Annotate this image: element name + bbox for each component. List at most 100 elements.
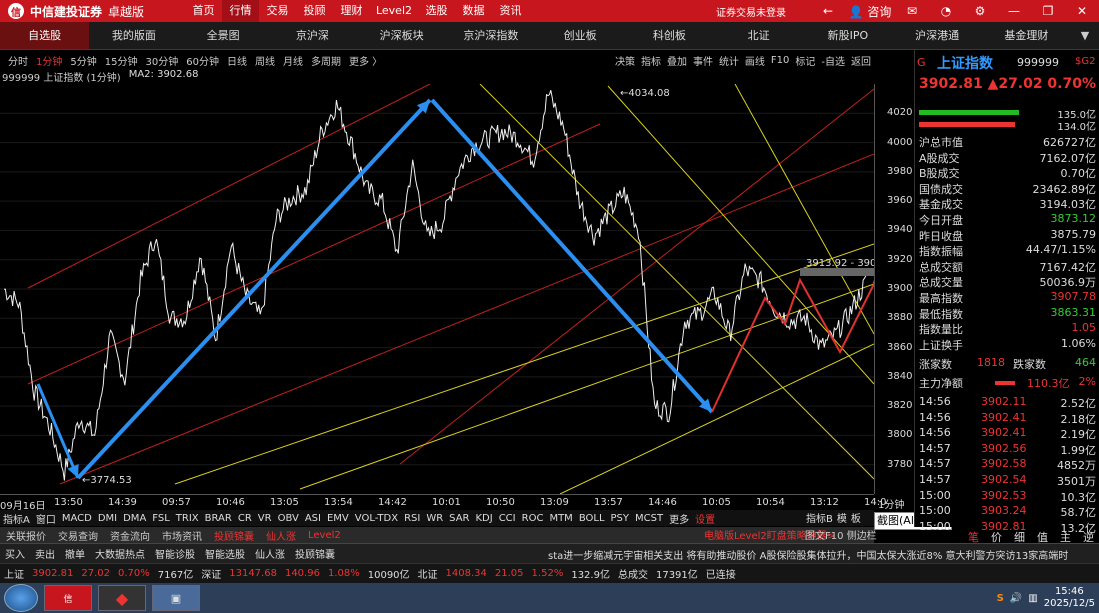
- main-menu-item[interactable]: 行情: [222, 0, 259, 22]
- indicator-tab[interactable]: RSI: [404, 512, 421, 524]
- chart-tool[interactable]: 决策: [615, 56, 635, 68]
- period-option[interactable]: 分时: [8, 56, 28, 68]
- main-menu-item[interactable]: 交易: [266, 4, 289, 17]
- period-option[interactable]: 日线: [226, 56, 247, 68]
- trade-tool[interactable]: 撤单: [65, 550, 85, 561]
- indicator-tab[interactable]: SAR: [449, 512, 470, 524]
- nav-tab[interactable]: 沪深港通: [915, 29, 960, 42]
- panel-tab[interactable]: 细: [1014, 531, 1025, 544]
- start-button-icon[interactable]: [4, 584, 38, 612]
- main-menu-item[interactable]: Level2: [375, 4, 413, 17]
- panel-tab[interactable]: 笔: [968, 531, 979, 544]
- nav-tab[interactable]: 科创板: [652, 29, 686, 42]
- indicator-tab[interactable]: 设置: [695, 514, 716, 526]
- nav-tab[interactable]: 沪深板块: [379, 29, 424, 42]
- notification-icon[interactable]: ◔: [940, 4, 952, 18]
- panel-tab[interactable]: 逆: [1083, 531, 1094, 544]
- indicator-tab[interactable]: DMI: [97, 512, 118, 524]
- nav-tab[interactable]: 自选股: [0, 22, 90, 49]
- bottom-tab[interactable]: 资金流向: [110, 531, 150, 543]
- indicator-right-tab[interactable]: 指标B: [806, 514, 833, 525]
- period-option[interactable]: 30分钟: [145, 56, 179, 68]
- period-option[interactable]: 1分钟: [36, 56, 63, 68]
- nav-tab[interactable]: 京沪深指数: [463, 29, 519, 42]
- indicator-tab[interactable]: BRAR: [204, 512, 232, 524]
- bottom-tab[interactable]: 关联报价: [6, 531, 46, 543]
- period-option[interactable]: 5分钟: [70, 56, 97, 68]
- indicator-tab[interactable]: CCI: [498, 512, 516, 524]
- indicator-tab[interactable]: DMA: [123, 512, 147, 524]
- main-menu-item[interactable]: 数据: [462, 4, 485, 17]
- chart-tool[interactable]: 统计: [718, 56, 739, 68]
- indicator-tab[interactable]: 窗口: [35, 514, 56, 526]
- mail-icon[interactable]: ✉: [906, 4, 918, 18]
- bottom-tab[interactable]: 仙人涨: [266, 531, 296, 543]
- period-option[interactable]: 多周期: [310, 56, 341, 68]
- indicator-tab[interactable]: 指标A: [3, 514, 30, 526]
- taskbar-app-red-icon[interactable]: ◆: [98, 585, 146, 611]
- nav-tab[interactable]: 全景图: [206, 29, 240, 42]
- nav-tab[interactable]: 基金理财: [1004, 29, 1049, 42]
- speaker-icon[interactable]: 🔊: [1009, 592, 1023, 604]
- chart-tool[interactable]: 叠加: [666, 56, 687, 68]
- indicator-tab[interactable]: MTM: [549, 512, 573, 524]
- indicator-tab[interactable]: 更多: [669, 514, 690, 526]
- panel-tab[interactable]: 价: [991, 531, 1002, 544]
- chart-tool[interactable]: 指标: [640, 56, 661, 68]
- indicator-tab[interactable]: PSY: [610, 512, 630, 524]
- nav-tab[interactable]: 创业板: [563, 29, 597, 42]
- chart-tool[interactable]: F10: [770, 54, 790, 66]
- settings-gear-icon[interactable]: ⚙: [974, 4, 986, 18]
- main-menu-item[interactable]: 投顾: [303, 4, 326, 17]
- indicator-tab[interactable]: WR: [426, 512, 444, 524]
- indicator-tab[interactable]: FSL: [152, 512, 170, 524]
- panel-tab[interactable]: 值: [1037, 531, 1048, 544]
- taskbar-app-citic-icon[interactable]: 信: [44, 585, 92, 611]
- main-menu-item[interactable]: 选股: [425, 4, 448, 17]
- indicator-tab[interactable]: ROC: [521, 512, 544, 524]
- main-menu-item[interactable]: 资讯: [499, 4, 522, 17]
- main-menu-item[interactable]: 理财: [340, 4, 363, 17]
- indicator-tab[interactable]: EMV: [326, 512, 349, 524]
- taskbar-app-image-icon[interactable]: ▣: [152, 585, 200, 611]
- chart-tool[interactable]: -自选: [821, 56, 845, 68]
- main-menu-item[interactable]: 首页: [192, 4, 215, 17]
- trade-tool[interactable]: 仙人涨: [255, 550, 285, 561]
- ime-icon[interactable]: S: [996, 592, 1004, 604]
- indicator-tab[interactable]: ASI: [304, 512, 321, 524]
- bottom-tab[interactable]: Level2: [308, 529, 341, 541]
- close-icon[interactable]: ✕: [1076, 4, 1088, 18]
- nav-tab[interactable]: 新股IPO: [827, 29, 869, 42]
- indicator-tab[interactable]: TRIX: [175, 512, 199, 524]
- period-option[interactable]: 15分钟: [104, 56, 138, 68]
- chart-tool[interactable]: 画线: [744, 56, 765, 68]
- indicator-right-tab[interactable]: 模: [836, 514, 847, 525]
- network-icon[interactable]: ▥: [1028, 592, 1038, 604]
- indicator-tab[interactable]: MACD: [61, 512, 92, 524]
- nav-tab[interactable]: 北证: [747, 29, 770, 42]
- restore-icon[interactable]: ❐: [1042, 4, 1054, 18]
- period-option[interactable]: 更多 〉: [348, 56, 383, 68]
- bottom-tab[interactable]: 投顾锦囊: [214, 531, 254, 543]
- chart-tool[interactable]: 返回: [850, 56, 871, 68]
- trade-tool[interactable]: 买入: [5, 550, 25, 561]
- period-option[interactable]: 周线: [254, 56, 275, 68]
- back-arrow-icon[interactable]: ←: [822, 4, 834, 18]
- trade-tool[interactable]: 投顾锦囊: [295, 550, 335, 561]
- period-option[interactable]: 60分钟: [186, 56, 219, 68]
- minimize-icon[interactable]: —: [1008, 4, 1020, 18]
- ask-button[interactable]: 👤 咨询: [848, 4, 892, 19]
- chart-tool[interactable]: 标记: [795, 56, 816, 68]
- indicator-tab[interactable]: BOLL: [578, 512, 605, 524]
- news-ticker[interactable]: sta进一步缩减元宇宙相关支出 将有助推动股价 A股保险股集体拉升，中国太保大涨…: [548, 551, 1069, 562]
- f10-sidebar-links[interactable]: 图文F10 侧边栏: [805, 531, 877, 542]
- indicator-tab[interactable]: VOL-TDX: [354, 512, 399, 524]
- bottom-tab[interactable]: 市场资讯: [162, 531, 202, 543]
- trade-tool[interactable]: 智能选股: [205, 550, 245, 561]
- indicator-tab[interactable]: VR: [257, 512, 272, 524]
- nav-more-chevron-icon[interactable]: ▼: [1080, 29, 1090, 42]
- nav-tab[interactable]: 京沪深: [295, 29, 329, 42]
- panel-tab[interactable]: 主: [1060, 531, 1071, 544]
- level2-ad[interactable]: 电脑版Level2盯盘策略神器>: [704, 531, 836, 542]
- indicator-tab[interactable]: CR: [237, 512, 252, 524]
